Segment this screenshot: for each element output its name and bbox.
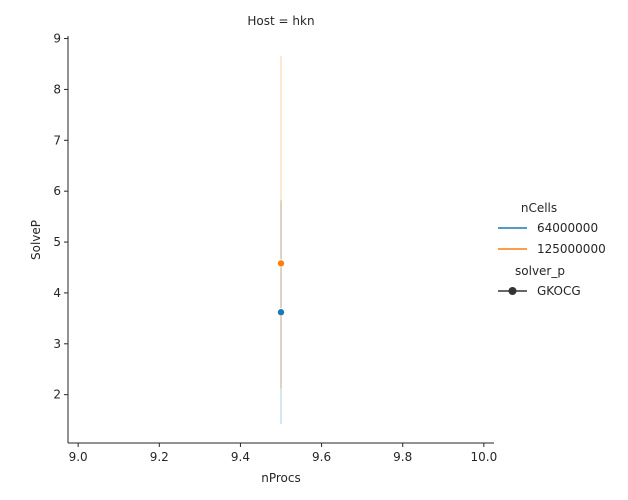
data-point	[276, 259, 285, 268]
x-tick-label: 9.2	[150, 450, 169, 464]
legend-label: 125000000	[537, 242, 606, 256]
y-tick-label: 5	[53, 235, 61, 249]
legend-marker	[508, 287, 517, 295]
x-tick-label: 9.4	[231, 450, 250, 464]
x-tick-label: 10.0	[470, 450, 497, 464]
x-tick-label: 9.8	[393, 450, 412, 464]
plot-area: 9.0 9.2 9.4 9.6 9.8 10.0 2 3 4 5 6 7 8 9	[53, 32, 497, 464]
legend: nCells 64000000 125000000 solver_p GKOCG	[498, 201, 606, 298]
y-tick-label: 7	[53, 133, 61, 147]
x-tick-label: 9.6	[312, 450, 331, 464]
y-tick-label: 6	[53, 184, 61, 198]
y-tick-label: 4	[53, 286, 61, 300]
legend-hue-title: nCells	[521, 201, 557, 215]
y-axis-label: SolveP	[29, 220, 43, 260]
data-point	[276, 308, 285, 317]
y-tick-label: 3	[53, 337, 61, 351]
y-tick-label: 9	[53, 32, 61, 46]
legend-style-title: solver_p	[515, 264, 565, 278]
y-tick-label: 8	[53, 82, 61, 96]
x-tick-label: 9.0	[69, 450, 88, 464]
x-axis-label: nProcs	[261, 471, 301, 485]
legend-label: GKOCG	[537, 284, 581, 298]
y-tick-label: 2	[53, 388, 61, 402]
legend-label: 64000000	[537, 221, 598, 235]
facet-title: Host = hkn	[247, 14, 314, 28]
